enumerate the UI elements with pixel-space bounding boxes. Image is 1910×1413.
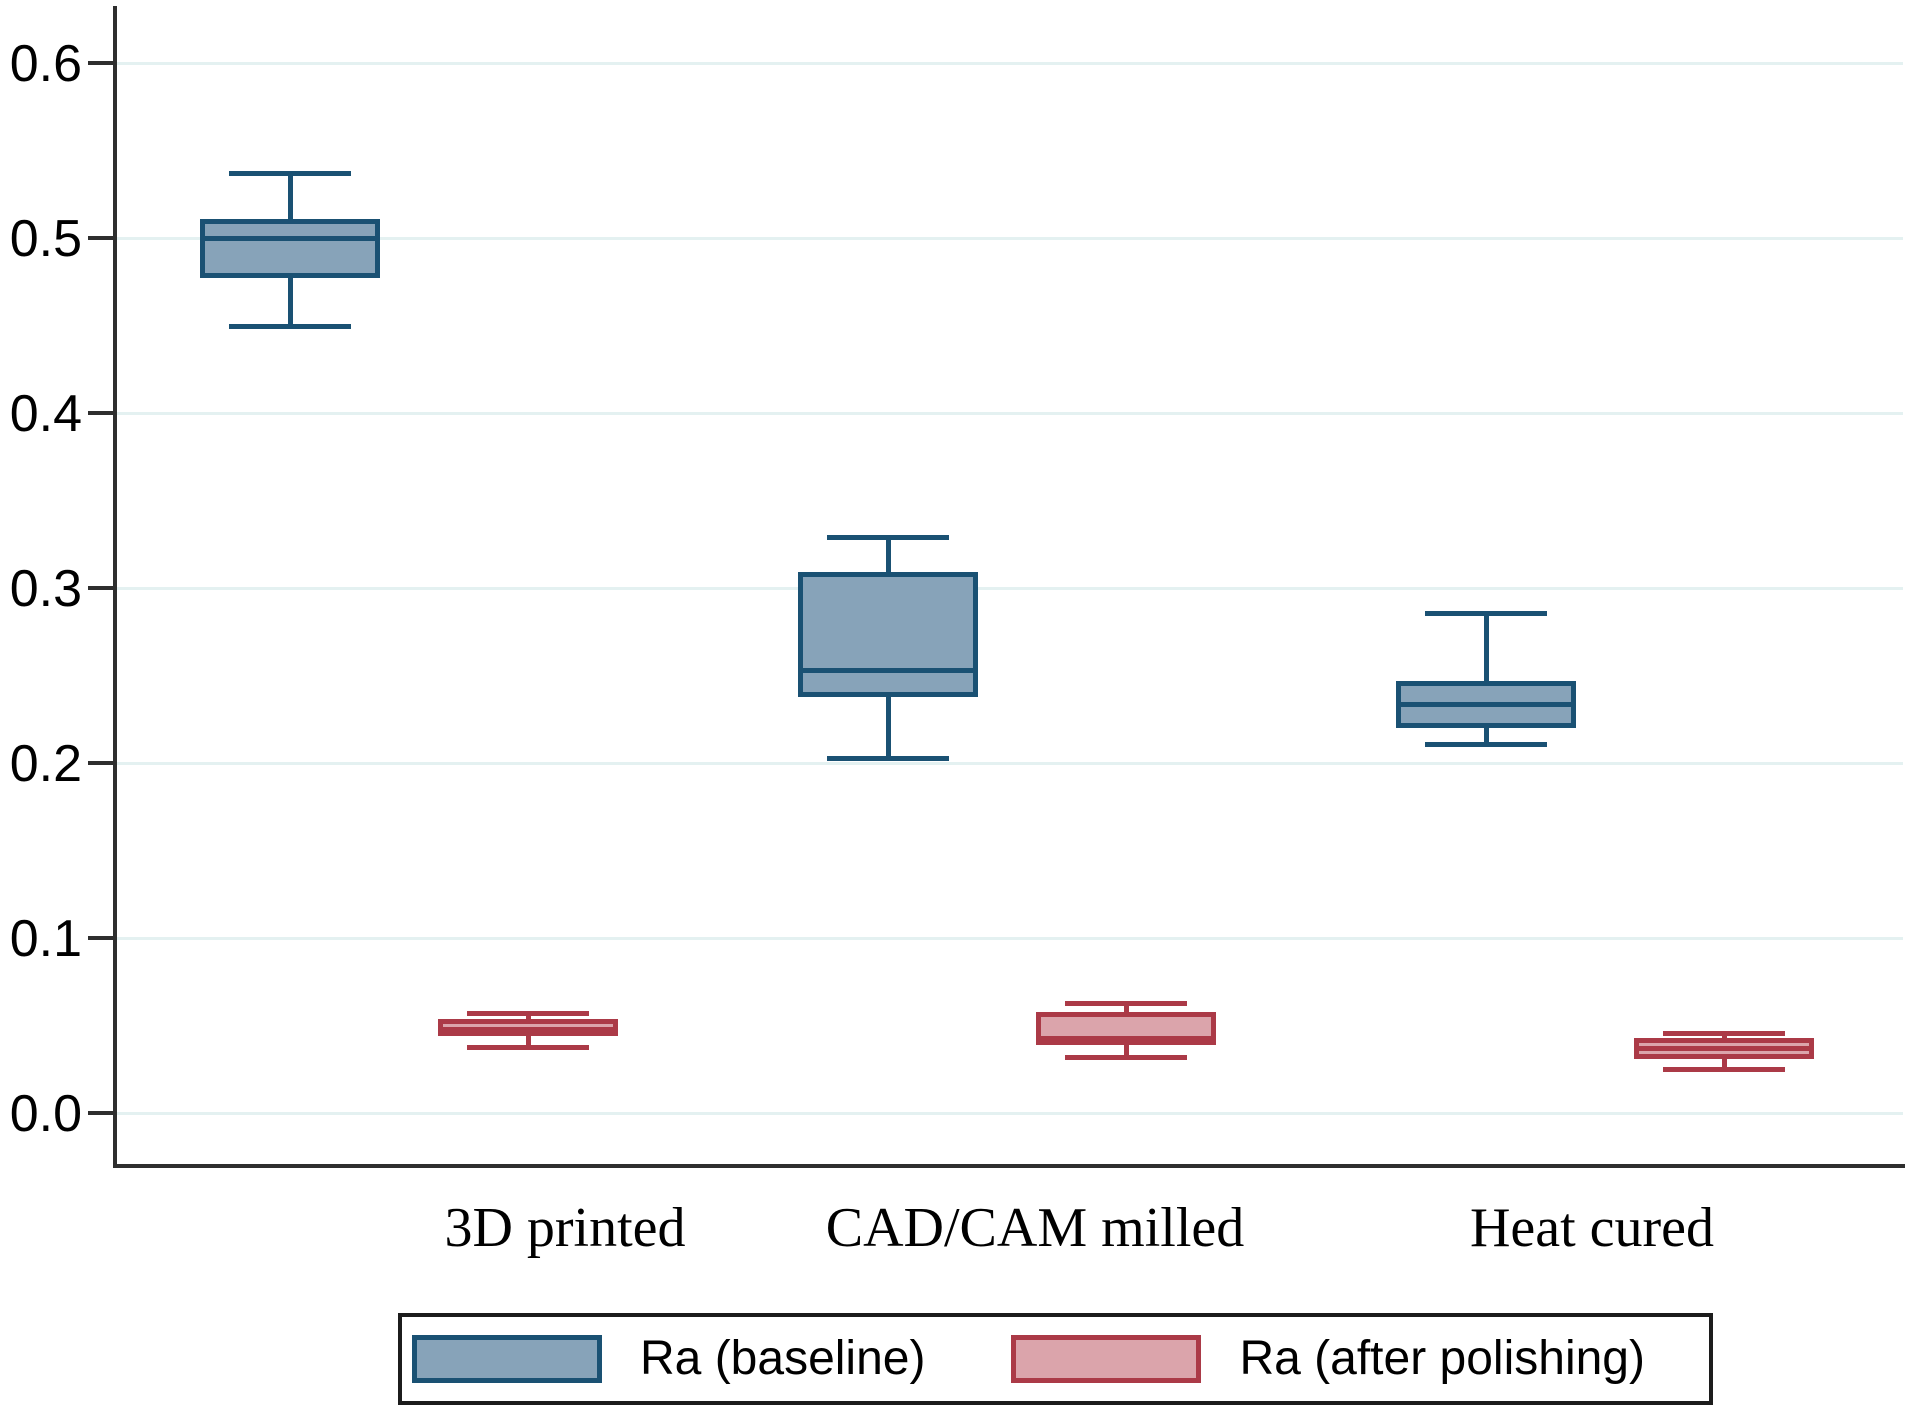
box-ra-baseline-cad-cam-milled-lower-cap [827,756,949,761]
y-tick-label: 0.1 [9,910,82,968]
box-ra-baseline-3d-printed-upper-whisker [288,173,293,219]
category-label-heat-cured: Heat cured [1469,1197,1715,1259]
legend-entry-ra-baseline: Ra (baseline) [412,1335,925,1383]
box-ra-baseline-3d-printed-lower-cap [229,324,351,329]
box-ra-after-polishing-heat-cured-upper-cap [1663,1031,1785,1036]
gridline-0.4 [117,412,1903,415]
box-ra-after-polishing-cad-cam-milled-upper-whisker [1124,1003,1129,1012]
box-ra-baseline-cad-cam-milled-upper-cap [827,535,949,540]
y-tick-label: 0.0 [9,1085,82,1143]
box-ra-baseline-heat-cured-lower-cap [1425,742,1547,747]
y-axis-line [113,6,117,1168]
box-ra-after-polishing-3d-printed-upper-cap [467,1011,589,1016]
legend-swatch-ra-baseline [412,1335,602,1383]
category-label-cad-cam-milled: CAD/CAM milled [825,1197,1245,1259]
box-ra-baseline-heat-cured-median [1396,702,1576,707]
y-tick-0.5 [88,236,114,240]
legend-box: Ra (baseline) Ra (after polishing) [398,1313,1713,1405]
legend-entry-ra-after-polishing: Ra (after polishing) [1011,1335,1645,1383]
box-ra-after-polishing-cad-cam-milled-lower-cap [1065,1055,1187,1060]
box-ra-after-polishing-heat-cured-median [1634,1046,1814,1051]
gridline-0.5 [117,237,1903,240]
gridline-0.0 [117,1112,1903,1115]
box-ra-baseline-cad-cam-milled [798,572,978,697]
box-ra-baseline-heat-cured-upper-cap [1425,611,1547,616]
box-ra-after-polishing-3d-printed-lower-cap [467,1045,589,1050]
y-tick-label: 0.3 [9,560,82,618]
gridline-0.3 [117,587,1903,590]
gridline-0.2 [117,762,1903,765]
gridline-0.6 [117,62,1903,65]
box-ra-baseline-cad-cam-milled-lower-whisker [886,697,891,758]
y-tick-0.1 [88,936,114,940]
box-ra-baseline-3d-printed-median [200,236,380,241]
y-tick-label: 0.2 [9,735,82,793]
legend-label-ra-baseline: Ra (baseline) [640,1332,926,1385]
box-ra-baseline-3d-printed [200,219,380,278]
box-ra-baseline-cad-cam-milled-median [798,668,978,673]
y-tick-0.0 [88,1111,114,1115]
y-tick-label: 0.5 [9,210,82,268]
legend-label-ra-after-polishing: Ra (after polishing) [1239,1332,1645,1385]
box-ra-after-polishing-3d-printed-upper-whisker [526,1013,531,1019]
legend-swatch-ra-after-polishing [1011,1335,1202,1383]
box-ra-after-polishing-cad-cam-milled-median [1036,1036,1216,1041]
box-ra-after-polishing-3d-printed-lower-whisker [526,1036,531,1047]
box-ra-baseline-3d-printed-upper-cap [229,171,351,176]
box-ra-after-polishing-cad-cam-milled-lower-whisker [1124,1045,1129,1057]
box-ra-after-polishing-heat-cured-lower-whisker [1722,1059,1727,1069]
x-axis-line [113,1164,1905,1168]
y-tick-0.3 [88,586,114,590]
box-ra-baseline-cad-cam-milled-upper-whisker [886,537,891,572]
box-ra-baseline-heat-cured-lower-whisker [1484,728,1489,744]
y-tick-label: 0.4 [9,385,82,443]
box-ra-baseline-heat-cured-upper-whisker [1484,613,1489,681]
category-label-3d-printed: 3D printed [444,1197,686,1259]
box-ra-after-polishing-heat-cured-lower-cap [1663,1067,1785,1072]
y-tick-label: 0.6 [9,35,82,93]
box-ra-after-polishing-3d-printed-median [438,1027,618,1032]
box-ra-baseline-3d-printed-lower-whisker [288,278,293,326]
y-tick-0.4 [88,411,114,415]
box-ra-after-polishing-cad-cam-milled-upper-cap [1065,1001,1187,1006]
y-tick-0.2 [88,761,114,765]
y-tick-0.6 [88,61,114,65]
gridline-0.1 [117,937,1903,940]
